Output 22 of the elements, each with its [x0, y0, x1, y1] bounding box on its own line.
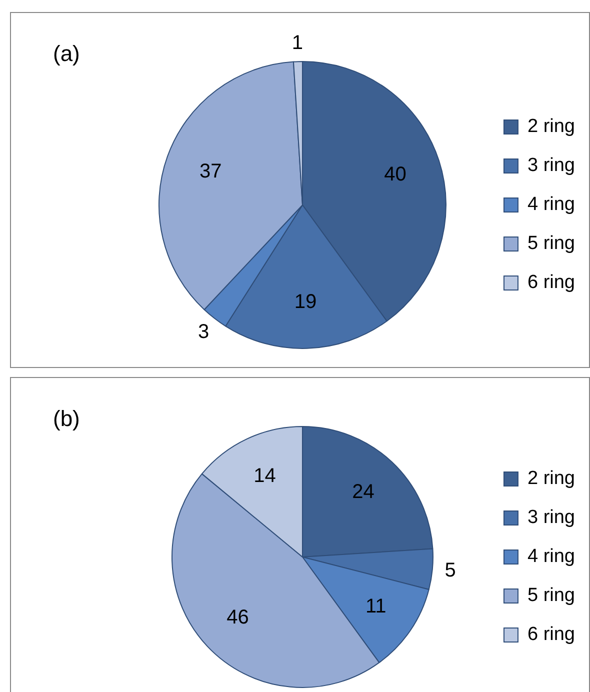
legend-label: 5 ring [527, 585, 576, 606]
legend-label: 6 ring [527, 272, 576, 294]
chart-title: (a) [53, 41, 80, 67]
data-label: 1 [292, 32, 303, 54]
data-label: 5 [444, 559, 456, 582]
data-label: 46 [226, 606, 249, 628]
data-label: 40 [384, 163, 406, 186]
legend-label: 3 ring [527, 155, 576, 176]
data-label: 24 [352, 480, 374, 503]
legend-label: 4 ring [527, 546, 576, 568]
data-label: 11 [366, 595, 386, 618]
data-label: 14 [254, 465, 276, 488]
data-label: 19 [294, 291, 317, 314]
legend-label: 5 ring [527, 233, 576, 254]
legend-label: 3 ring [527, 507, 576, 528]
legend-label: 2 ring [527, 116, 576, 138]
legend-label: 2 ring [527, 468, 576, 490]
legend-label: 6 ring [527, 624, 576, 646]
legend-label: 4 ring [527, 194, 576, 216]
data-label: 37 [200, 160, 222, 182]
chart-title: (b) [53, 406, 80, 432]
data-label: 3 [198, 321, 210, 344]
